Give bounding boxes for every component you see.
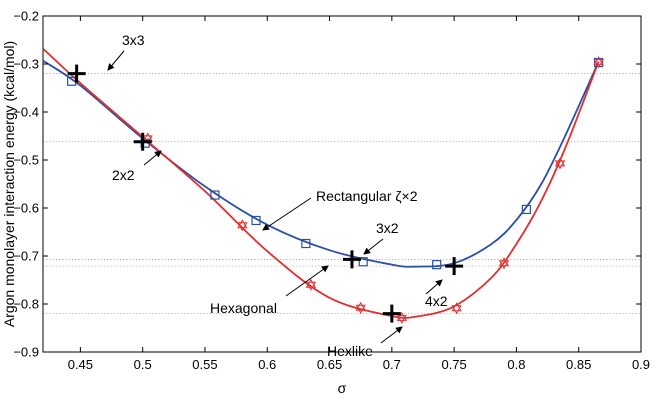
y-tick-label: −0.6	[13, 201, 39, 216]
star-marker-down	[498, 260, 510, 270]
rectangular-curve	[42, 59, 600, 268]
square-marker	[251, 215, 261, 226]
star-marker-down	[554, 160, 566, 170]
special-points	[67, 64, 464, 323]
y-tick-label: −0.5	[13, 153, 39, 168]
star-marker-down	[593, 59, 604, 69]
annotation-label: 3x2	[376, 220, 399, 236]
annotation-arrow	[363, 238, 384, 255]
annotation-arrow	[285, 265, 329, 297]
square-marker	[301, 238, 311, 249]
x-ticks: 0.45 0.5 0.55 0.6 0.65 0.7 0.75 0.8 0.85 0.9	[68, 16, 650, 372]
x-tick-label: 0.5	[134, 357, 152, 372]
axes	[42, 15, 642, 353]
annotations: 3x3 2x2 Rectangular ζ×2 3x2 4x2 Hexagonal Hexl…	[107, 32, 448, 359]
x-tick-label: 0.85	[566, 357, 591, 372]
star-marker-down	[396, 314, 407, 324]
star-marker-up	[237, 219, 248, 229]
star-marker-up	[451, 302, 462, 312]
annotation-arrow	[380, 326, 403, 344]
x-tick-label: 0.45	[68, 357, 93, 372]
annotation-arrow	[262, 197, 312, 231]
square-marker	[521, 204, 531, 215]
star-marker-down	[237, 222, 248, 232]
markers	[67, 56, 604, 324]
star-marker-up	[593, 56, 604, 66]
hexagonal-curve	[42, 47, 600, 319]
annotation-label: 3x3	[122, 32, 145, 48]
star-marker-up	[554, 157, 566, 167]
square-marker	[358, 257, 368, 267]
x-axis-label: σ	[338, 380, 347, 396]
star-marker-down	[142, 135, 153, 145]
star-marker-up	[355, 301, 366, 311]
annotation-arrow	[143, 150, 162, 166]
x-tick-label: 0.75	[441, 357, 466, 372]
y-tick-label: −0.3	[13, 57, 39, 72]
annotation-arrow	[425, 279, 443, 295]
annotation-arrow	[107, 50, 125, 71]
x-tick-label: 0.7	[383, 357, 401, 372]
x-tick-label: 0.55	[192, 357, 217, 372]
star-marker-down	[305, 281, 317, 291]
y-tick-label: −0.8	[13, 297, 39, 312]
star-marker-up	[498, 257, 510, 267]
x-tick-label: 0.6	[258, 357, 276, 372]
annotation-label: 4x2	[425, 293, 448, 309]
x-tick-label: 0.8	[507, 357, 525, 372]
star-marker-up	[396, 311, 407, 321]
y-axis-label: Argon monolayer interaction energy (kcal…	[1, 41, 17, 327]
y-ticks: −0.2 −0.3 −0.4 −0.5 −0.6 −0.7 −0.8 −0.9	[13, 9, 641, 360]
y-tick-label: −0.7	[13, 249, 39, 264]
square-marker	[432, 260, 442, 270]
y-tick-label: −0.2	[13, 9, 39, 24]
x-tick-label: 0.9	[632, 357, 650, 372]
plot-frame	[42, 15, 642, 353]
curves	[42, 47, 600, 319]
star-marker-up	[305, 278, 317, 288]
x-tick-label: 0.65	[317, 357, 342, 372]
square-marker	[210, 190, 220, 200]
annotation-label: Rectangular ζ×2	[316, 188, 418, 204]
annotation-label: Hexlike	[327, 343, 373, 359]
y-tick-label: −0.4	[13, 105, 39, 120]
y-tick-label: −0.9	[13, 345, 39, 360]
annotation-label: Hexagonal	[210, 300, 277, 316]
star-marker-down	[451, 305, 462, 315]
annotation-label: 2x2	[112, 167, 135, 183]
star-marker-down	[355, 304, 366, 314]
